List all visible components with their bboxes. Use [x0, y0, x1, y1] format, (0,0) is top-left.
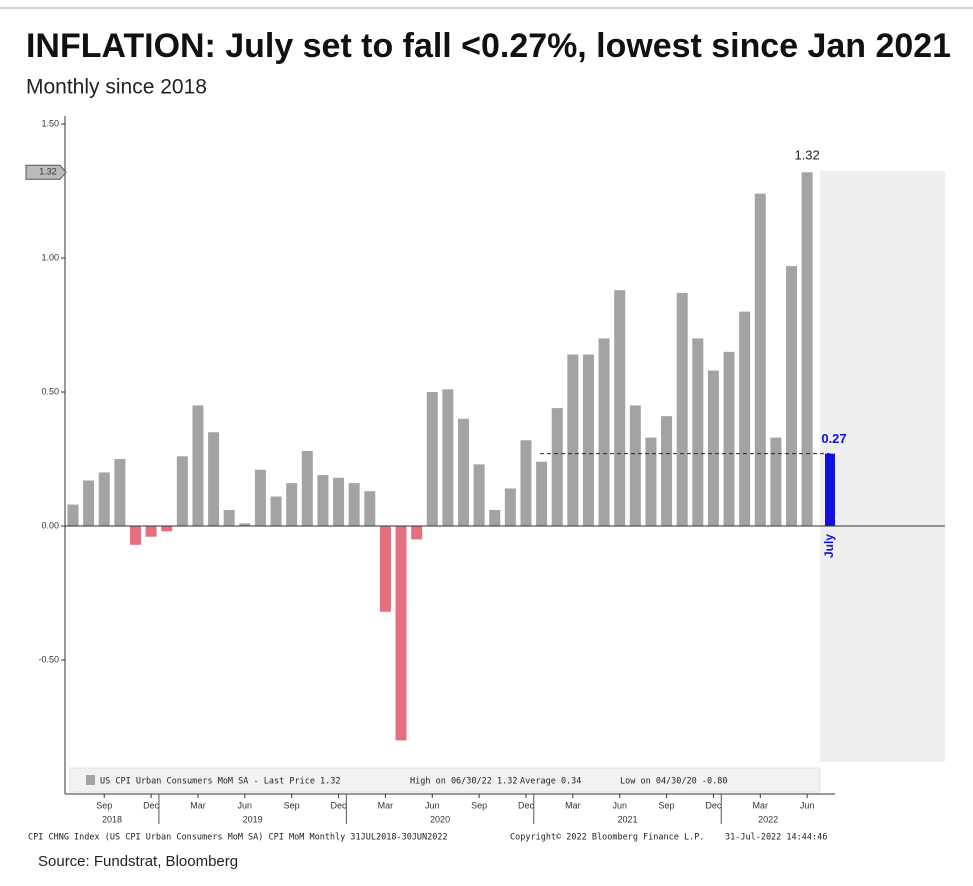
forecast-name: July	[822, 534, 836, 558]
x-year-label: 2021	[617, 814, 637, 824]
x-tick-label: Dec	[331, 800, 348, 810]
bar	[614, 290, 626, 527]
legend-item: High on 06/30/22 1.32	[410, 777, 517, 787]
x-tick-label: Dec	[705, 800, 722, 810]
x-tick-label: Mar	[565, 800, 581, 810]
bar	[317, 475, 329, 527]
bar	[536, 461, 548, 527]
bar	[239, 523, 251, 527]
y-tick-label: 1.00	[41, 252, 59, 262]
bar	[520, 440, 532, 527]
x-tick-label: Mar	[378, 800, 394, 810]
x-tick-label: Jun	[800, 800, 815, 810]
bar	[364, 491, 376, 527]
bar	[645, 437, 657, 527]
bar	[723, 351, 735, 527]
x-year-label: 2018	[102, 814, 122, 824]
bar	[395, 526, 407, 741]
x-tick-label: Mar	[753, 800, 769, 810]
bar	[567, 354, 579, 527]
forecast-shade	[820, 171, 945, 762]
source: Source: Fundstrat, Bloomberg	[38, 853, 238, 870]
x-tick-label: Sep	[284, 800, 300, 810]
bar	[348, 483, 360, 527]
bar	[208, 432, 220, 527]
bar	[83, 480, 95, 527]
bar	[442, 389, 454, 527]
x-tick-label: Jun	[612, 800, 627, 810]
bar	[676, 292, 688, 527]
bar	[582, 354, 594, 527]
bar	[192, 405, 204, 527]
bar	[176, 456, 188, 527]
bar	[67, 504, 79, 527]
bar	[489, 509, 501, 527]
forecast-bar	[825, 453, 835, 527]
bar	[145, 526, 157, 537]
bar	[411, 526, 423, 540]
y-tick-label: 0.50	[41, 386, 59, 396]
bar	[254, 469, 266, 527]
bar	[754, 193, 766, 527]
x-year-label: 2022	[758, 814, 778, 824]
x-tick-label: Sep	[96, 800, 112, 810]
bar	[379, 526, 391, 612]
bar	[598, 338, 610, 527]
bar	[770, 437, 782, 527]
bar	[333, 477, 345, 527]
x-year-label: 2019	[243, 814, 263, 824]
bar	[692, 338, 704, 527]
bar	[161, 526, 173, 532]
x-tick-label: Sep	[659, 800, 675, 810]
bar	[661, 416, 673, 527]
chart-subtitle: Monthly since 2018	[26, 76, 207, 99]
legend-box	[69, 767, 821, 793]
bar	[223, 509, 235, 527]
x-tick-label: Dec	[143, 800, 160, 810]
bar	[629, 405, 641, 527]
legend-item: Low on 04/30/20 -0.80	[620, 777, 727, 787]
axis-tag	[25, 164, 67, 180]
bar	[98, 472, 110, 527]
forecast-label: 0.27	[821, 431, 846, 446]
footer: 31-Jul-2022 14:44:46	[725, 833, 827, 843]
chart-title: INFLATION: July set to fall <0.27%, lowe…	[26, 27, 951, 65]
bar	[426, 392, 438, 527]
x-tick-label: Mar	[190, 800, 206, 810]
y-tick-label: -0.50	[38, 654, 59, 664]
bar	[801, 172, 813, 527]
bar	[473, 464, 485, 527]
x-year-label: 2020	[430, 814, 450, 824]
bar	[707, 370, 719, 527]
legend-swatch	[86, 775, 95, 785]
data-label: 1.32	[794, 148, 819, 163]
legend-item: Average 0.34	[520, 777, 581, 787]
bar	[129, 526, 141, 545]
bar	[114, 459, 126, 527]
bar	[301, 450, 313, 527]
bar	[458, 418, 469, 527]
y-tick-label: 1.50	[41, 118, 59, 128]
x-tick-label: Dec	[518, 800, 535, 810]
bar	[286, 483, 298, 527]
x-tick-label: Jun	[238, 800, 253, 810]
bar	[270, 496, 282, 527]
bar	[739, 311, 751, 527]
bar	[786, 266, 798, 527]
legend-item: US CPI Urban Consumers MoM SA - Last Pri…	[100, 777, 341, 787]
footer: Copyright© 2022 Bloomberg Finance L.P.	[510, 833, 704, 843]
footer: CPI CHNG Index (US CPI Urban Consumers M…	[28, 833, 448, 843]
bar	[504, 488, 516, 527]
bar	[551, 408, 563, 527]
x-tick-label: Sep	[471, 800, 487, 810]
y-tick-label: 0.00	[41, 520, 59, 530]
x-tick-label: Jun	[425, 800, 440, 810]
axis-tag-label: 1.32	[39, 167, 57, 177]
